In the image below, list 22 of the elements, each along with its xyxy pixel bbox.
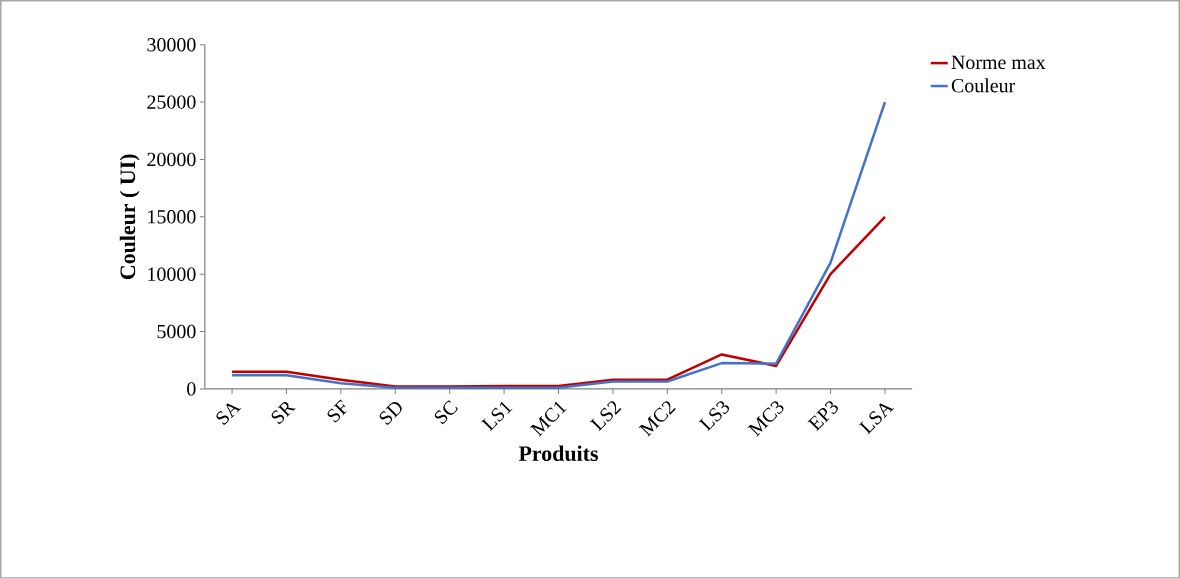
- y-tick-label: 30000: [147, 38, 196, 52]
- y-tick-label: 25000: [147, 95, 196, 109]
- x-axis-title: Produits: [518, 445, 598, 462]
- x-tick-label: SA: [216, 403, 242, 426]
- x-tick-label: LS2: [589, 401, 622, 432]
- y-tick-label: 15000: [148, 210, 196, 224]
- legend-label: Norme max: [951, 55, 1046, 70]
- x-tick-label: SR: [271, 402, 296, 425]
- y-tick-label: 5000: [157, 324, 196, 339]
- y-tick-label: 20000: [147, 152, 196, 167]
- line-series: [230, 215, 887, 388]
- y-axis-title: Couleur ( UI): [119, 154, 140, 280]
- legend-label: Couleur: [951, 78, 1016, 93]
- x-tick-label: SD: [379, 402, 402, 426]
- x-tick-label: EP3: [807, 401, 838, 432]
- x-tick-label: LS3: [698, 401, 730, 432]
- x-tick-label: SF: [327, 399, 347, 423]
- y-tick-label: 10000: [148, 267, 196, 282]
- x-tick-label: LS1: [481, 401, 513, 432]
- x-tick-label: SC: [434, 400, 458, 425]
- y-tick-label: 0: [187, 382, 196, 396]
- x-tick-label: LSA: [858, 403, 895, 435]
